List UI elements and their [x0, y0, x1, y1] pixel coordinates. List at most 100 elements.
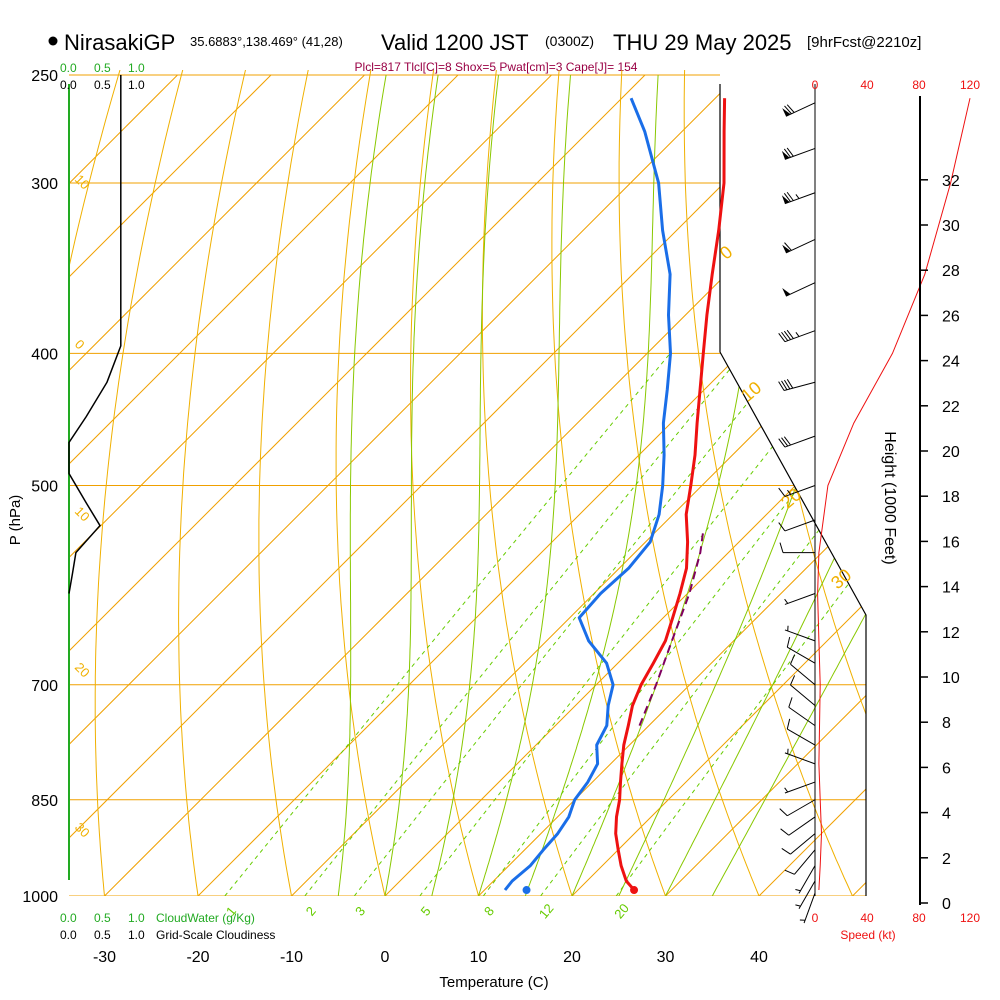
speed-top-tick: 40: [860, 78, 874, 92]
barb-staff: [784, 192, 816, 205]
barb-half-feather: [795, 904, 801, 907]
wind-barb: [784, 593, 816, 605]
valid-utc: (0300Z): [545, 33, 594, 49]
barb-feather: [779, 542, 784, 553]
isotherm-label: 10: [72, 504, 93, 525]
wind-barb: [790, 675, 816, 706]
barb-half-feather: [784, 787, 789, 793]
barb-feather: [783, 148, 791, 158]
wind-barb: [784, 625, 816, 642]
mixing-ratio-label: 20: [611, 901, 632, 922]
barb-feather: [786, 379, 794, 389]
barb-staff: [790, 684, 816, 706]
dry-adiabat: [94, 70, 189, 896]
barb-feather: [783, 192, 791, 202]
wind-barb: [795, 880, 816, 909]
mixing-ratio-lines: [224, 352, 866, 896]
wind-barb: [795, 865, 816, 894]
pressure-tick-label: 700: [31, 678, 58, 695]
barb-staff: [784, 593, 816, 605]
cloud-water-top-tick: 0.5: [94, 61, 111, 75]
barb-staff: [785, 102, 816, 117]
barb-staff: [784, 752, 816, 765]
mixing-ratio-label: 3: [352, 903, 368, 918]
cloudiness-bottom-tick: 0.5: [94, 928, 111, 942]
isobar-lines: [69, 74, 1000, 896]
barb-feather: [783, 379, 791, 390]
barb-feather: [784, 105, 792, 115]
dry-adiabat-label: 20: [777, 484, 805, 512]
cloud-water-bottom-tick: 0.0: [60, 911, 77, 925]
barb-feather: [778, 487, 786, 497]
speed-top-tick: 0: [812, 78, 819, 92]
barb-feather: [786, 329, 794, 339]
barb-pennant: [782, 288, 791, 297]
wind-barb: [778, 435, 816, 448]
cloud-water-top-ticks: 0.0 0.5 1.0: [60, 61, 145, 75]
isotherm-line: [758, 74, 866, 896]
pressure-axis-label: P (hPa): [7, 495, 24, 546]
moist-adiabat: [337, 74, 387, 896]
dry-adiabat: [481, 70, 583, 896]
barb-feather: [781, 437, 789, 447]
height-tick-label: 30: [942, 218, 960, 235]
barb-staff: [788, 706, 816, 727]
speed-bottom-tick: 0: [812, 911, 819, 925]
mixing-ratio-label: 5: [418, 903, 434, 918]
surface-temperature-point: [630, 886, 639, 895]
height-tick-label: 0: [942, 896, 951, 913]
barb-staff: [783, 381, 816, 392]
mixing-ratio-label: 12: [536, 901, 557, 922]
mixing-ratio-label: 2: [303, 903, 319, 918]
cloud-water-bottom-tick: 0.5: [94, 911, 111, 925]
barb-staff: [798, 865, 816, 894]
isotherm-label: 10: [72, 172, 93, 193]
cloud-water-top-tick: 1.0: [128, 61, 145, 75]
wind-barb: [786, 636, 816, 664]
stability-indices: Plcl=817 Tlcl[C]=8 Shox=5 Pwat[cm]=3 Cap…: [355, 60, 638, 74]
barb-feather: [786, 718, 791, 730]
height-tick-label: 12: [942, 625, 960, 642]
isotherm-line: [197, 74, 866, 896]
speed-label: Speed (kt): [840, 928, 895, 942]
height-tick-label: 32: [942, 173, 960, 190]
barb-staff: [787, 799, 816, 817]
dry-adiabat: [808, 70, 866, 896]
dry-adiabat: [618, 70, 772, 896]
forecast-label: [9hrFcst@2210z]: [807, 34, 921, 51]
dry-adiabat: [69, 70, 127, 896]
pressure-tick-label: 500: [31, 479, 58, 496]
temperature-tick-label: -10: [280, 949, 303, 966]
barb-feather: [786, 636, 791, 648]
cloudiness-bottom-tick: 0.0: [60, 928, 77, 942]
barb-staff: [785, 238, 816, 254]
barb-staff: [803, 892, 816, 924]
temperature-tick-label: 0: [381, 949, 390, 966]
isotherm-line: [946, 75, 1000, 896]
height-tick-label: 2: [942, 851, 951, 868]
temperature-ticks: -30 -20 -10 0 10 20 30 40: [93, 949, 768, 966]
barb-staff: [784, 435, 816, 448]
height-tick-label: 16: [942, 534, 960, 551]
barb-half-feather: [795, 194, 800, 199]
barb-half-feather: [795, 889, 801, 892]
wind-barb: [782, 238, 816, 254]
barb-staff: [784, 485, 816, 497]
cloudiness-label: Grid-Scale Cloudiness: [156, 928, 275, 942]
dry-adiabat: [410, 70, 488, 896]
station-coords: 35.6883°,138.469° (41,28): [190, 34, 343, 49]
isotherm-line: [69, 74, 459, 896]
barb-pennant: [781, 150, 790, 160]
station-name: NirasakiGP: [64, 30, 175, 55]
cloud-water-bottom-tick: 1.0: [128, 911, 145, 925]
cloud-water-bottom-ticks: 0.0 0.5 1.0 CloudWater (g/Kg): [60, 911, 255, 925]
barb-staff: [798, 880, 816, 909]
dry-adiabat: [335, 70, 393, 896]
barb-feather: [781, 380, 788, 391]
barb-feather: [790, 654, 796, 665]
isotherm-line: [291, 74, 866, 896]
height-tick-label: 24: [942, 354, 960, 371]
wind-barb: [788, 697, 816, 727]
